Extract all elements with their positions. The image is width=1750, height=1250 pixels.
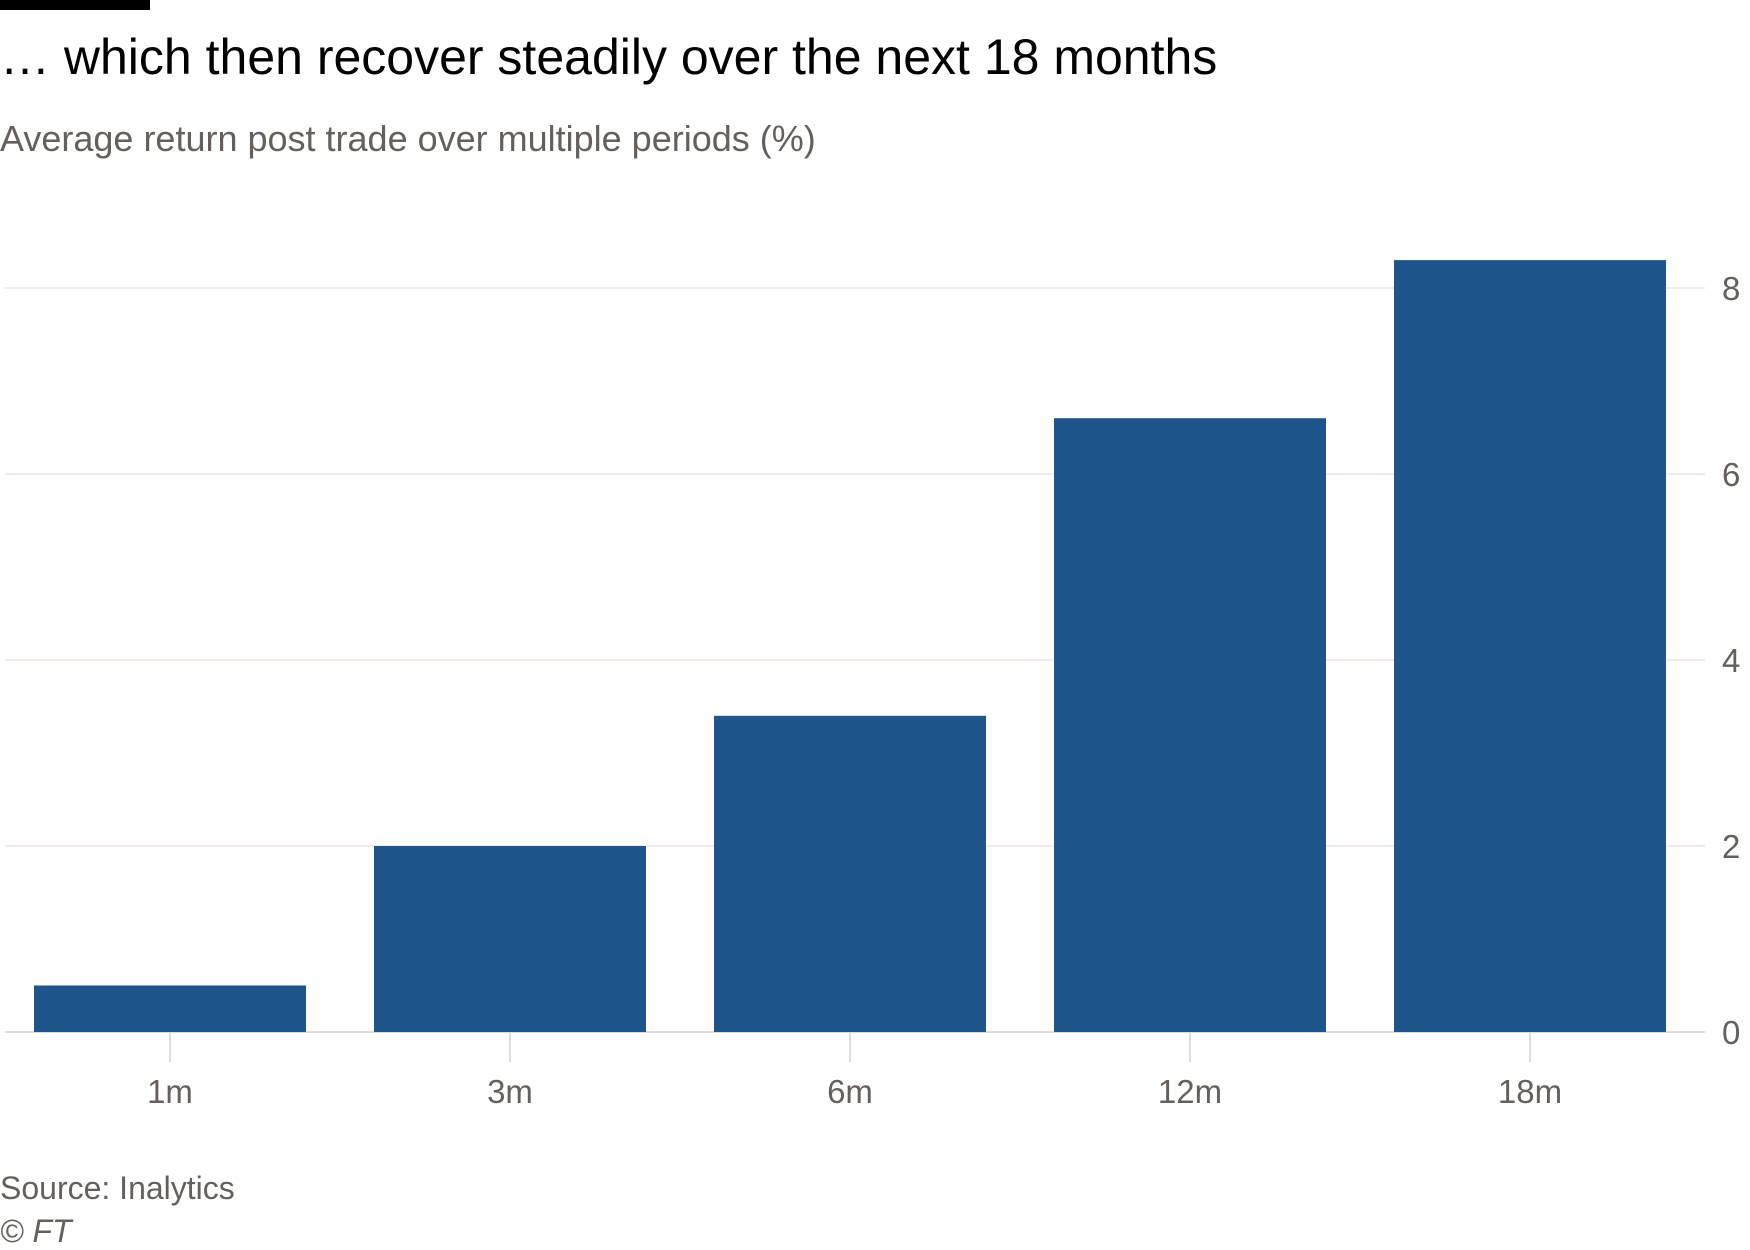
bar-chart: 0 2 4 6 8 1m 3m 6m 12m 18m [5, 260, 1740, 1110]
bar-6m [714, 715, 986, 1032]
x-tick-label: 3m [487, 1073, 533, 1110]
bar-3m [374, 846, 646, 1032]
chart-title: … which then recover steadily over the n… [0, 29, 1218, 85]
chart-subtitle: Average return post trade over multiple … [0, 118, 816, 159]
copyright-note: © FT [0, 1213, 72, 1249]
x-tick-label: 1m [147, 1073, 193, 1110]
source-note: Source: Inalytics [0, 1170, 235, 1206]
y-tick-label: 4 [1722, 642, 1740, 679]
brand-bar [0, 0, 150, 10]
bar-1m [34, 985, 306, 1032]
bar-12m [1054, 418, 1326, 1032]
y-tick-label: 6 [1722, 456, 1740, 493]
x-tick-label: 18m [1498, 1073, 1562, 1110]
y-tick-label: 2 [1722, 828, 1740, 865]
x-tick-label: 12m [1158, 1073, 1222, 1110]
y-tick-label: 8 [1722, 270, 1740, 307]
x-tick-label: 6m [827, 1073, 873, 1110]
y-tick-label: 0 [1722, 1014, 1740, 1051]
bar-18m [1394, 260, 1666, 1033]
